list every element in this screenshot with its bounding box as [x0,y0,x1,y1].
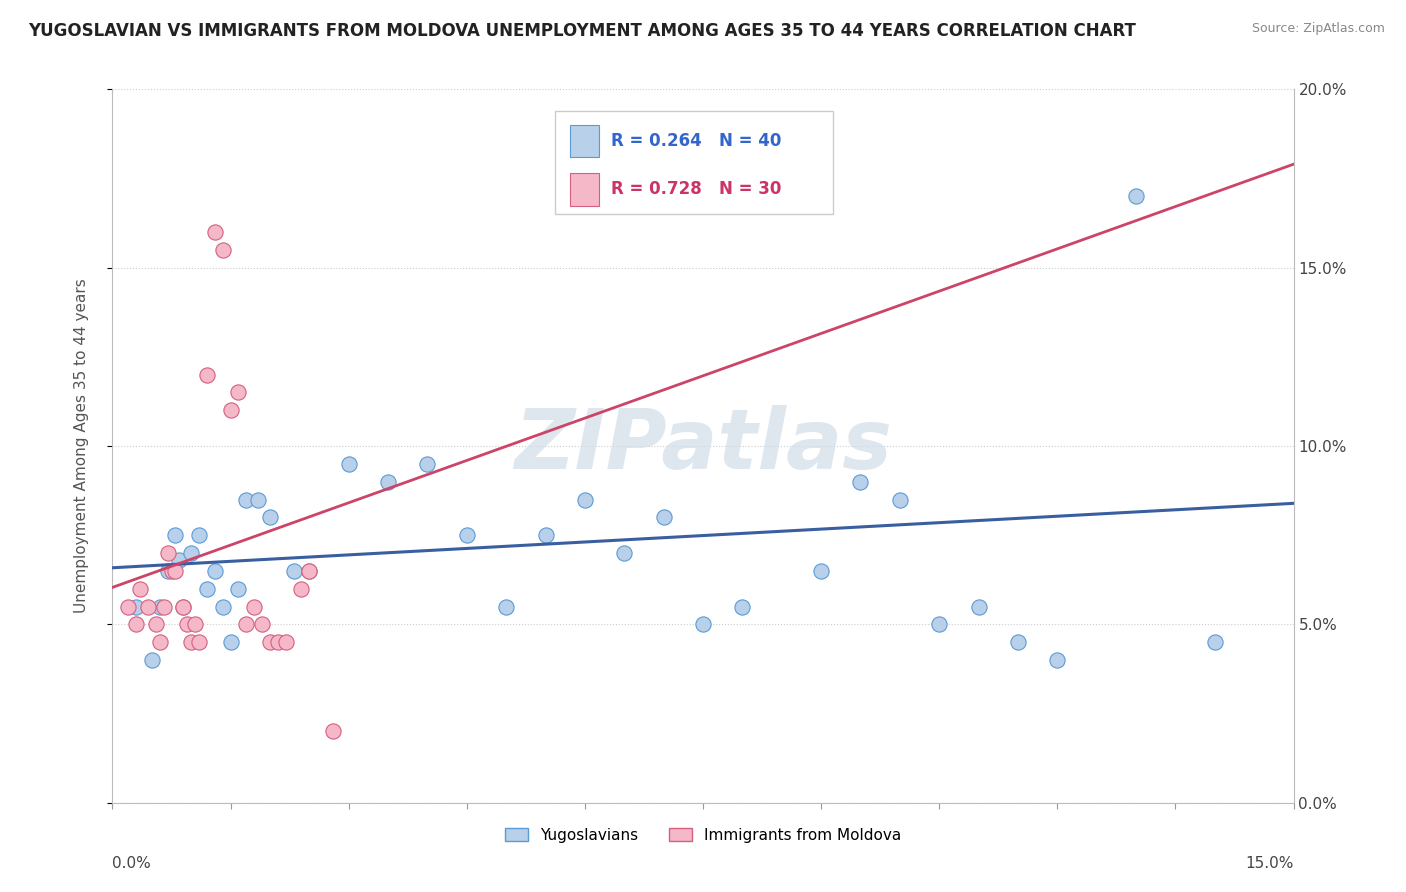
Point [117,599,139,614]
Point [337,457,360,471]
Point [228,582,250,596]
Point [204,564,226,578]
Point [211,243,233,257]
Point [283,46,305,61]
Point [149,635,172,649]
Point [810,564,832,578]
Text: R = 0.264   N = 40: R = 0.264 N = 40 [610,132,782,150]
Point [1046,653,1069,667]
Point [322,724,344,739]
Point [219,635,242,649]
Point [259,635,281,649]
Point [298,564,321,578]
Text: 15.0%: 15.0% [1246,856,1294,871]
Point [849,475,872,489]
Point [967,599,990,614]
Point [298,564,321,578]
Y-axis label: Unemployment Among Ages 35 to 44 years: Unemployment Among Ages 35 to 44 years [75,278,89,614]
Point [156,564,179,578]
Point [125,599,148,614]
Point [377,475,399,489]
Point [495,599,517,614]
Point [235,617,257,632]
Point [136,599,159,614]
Point [219,403,242,417]
Point [416,457,439,471]
Point [1007,635,1029,649]
Point [129,582,152,596]
Point [149,599,172,614]
Point [652,510,675,524]
Text: Source: ZipAtlas.com: Source: ZipAtlas.com [1251,22,1385,36]
Point [180,546,202,560]
Point [534,528,557,542]
Point [250,617,273,632]
Point [141,653,163,667]
Point [267,635,290,649]
Point [176,617,198,632]
Point [928,617,950,632]
Point [456,528,478,542]
Point [259,510,281,524]
Point [195,582,218,596]
Point [156,546,179,560]
FancyBboxPatch shape [569,173,599,205]
Text: R = 0.728   N = 30: R = 0.728 N = 30 [610,180,782,198]
Point [889,492,911,507]
Point [125,617,148,632]
Point [169,553,191,567]
Point [188,635,211,649]
Point [274,635,297,649]
FancyBboxPatch shape [569,125,599,157]
Point [283,564,305,578]
Point [172,599,194,614]
Point [145,617,167,632]
Text: 0.0%: 0.0% [112,856,152,871]
Point [228,385,250,400]
Legend: Yugoslavians, Immigrants from Moldova: Yugoslavians, Immigrants from Moldova [499,822,907,848]
Point [160,564,183,578]
Point [188,528,211,542]
Point [1204,635,1226,649]
Point [172,599,194,614]
Point [290,582,312,596]
Point [1125,189,1147,203]
Point [770,171,793,186]
Point [195,368,218,382]
Point [731,599,754,614]
Point [184,617,207,632]
Text: ZIPatlas: ZIPatlas [515,406,891,486]
Point [243,599,266,614]
Point [152,599,174,614]
Point [692,617,714,632]
Point [235,492,257,507]
Point [613,546,636,560]
Point [211,599,233,614]
Text: YUGOSLAVIAN VS IMMIGRANTS FROM MOLDOVA UNEMPLOYMENT AMONG AGES 35 TO 44 YEARS CO: YUGOSLAVIAN VS IMMIGRANTS FROM MOLDOVA U… [28,22,1136,40]
Point [180,635,202,649]
Point [574,492,596,507]
Point [165,528,187,542]
Point [247,492,270,507]
Point [165,564,187,578]
Point [204,225,226,239]
FancyBboxPatch shape [555,111,832,214]
